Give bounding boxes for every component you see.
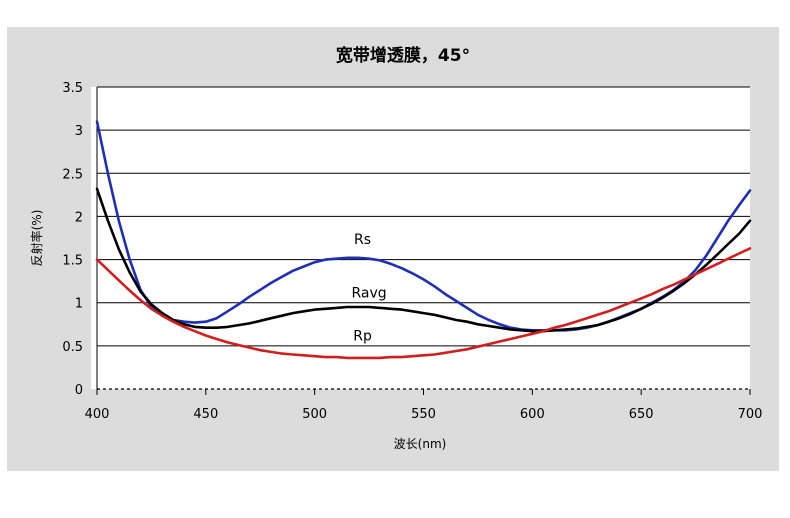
- y-tick-label: 1.5: [62, 254, 83, 269]
- series-label-ravg: Ravg: [351, 286, 386, 302]
- y-tick-label: 3: [75, 124, 83, 139]
- y-tick-label: 3.5: [62, 81, 83, 96]
- plot-area: [91, 87, 750, 389]
- x-tick-label: 450: [193, 407, 218, 422]
- grid-lines: [97, 86, 750, 347]
- x-tick-label: 550: [411, 407, 436, 422]
- y-tick-label: 2.5: [62, 167, 83, 182]
- series-line-rp: [95, 247, 752, 360]
- x-tick-label: 700: [738, 407, 763, 422]
- series-label-rs: Rs: [354, 232, 371, 248]
- x-axis-title: 波长(nm): [394, 437, 447, 451]
- y-tick-label: 1: [75, 297, 83, 312]
- series-labels: Rs Ravg Rp: [351, 232, 386, 345]
- data-series: [95, 120, 752, 360]
- x-tick-label: 650: [629, 407, 654, 422]
- y-tick-labels: 0 0.5 1 1.5 2 2.5 3 3.5: [62, 81, 83, 398]
- axes: [96, 87, 751, 395]
- x-tick-labels: 400 450 500 550 600 650 700: [85, 407, 763, 422]
- y-tick-label: 2: [75, 210, 83, 225]
- reflectance-chart: 宽带增透膜，45° 0 0.5 1 1.5 2 2.5 3 3.5 400 450 500 550 6…: [29, 45, 763, 451]
- chart-panel: 宽带增透膜，45° 0 0.5 1 1.5 2 2.5 3 3.5 400 450 500 550 6…: [7, 27, 779, 471]
- series-label-rp: Rp: [353, 329, 372, 345]
- y-axis-title: 反射率(%): [29, 210, 44, 267]
- series-line-ravg: [95, 187, 752, 333]
- y-tick-label: 0.5: [62, 340, 83, 355]
- y-tick-label: 0: [75, 383, 83, 398]
- x-tick-label: 400: [85, 407, 110, 422]
- x-tick-label: 500: [302, 407, 327, 422]
- x-tick-label: 600: [520, 407, 545, 422]
- chart-title: 宽带增透膜，45°: [336, 45, 470, 66]
